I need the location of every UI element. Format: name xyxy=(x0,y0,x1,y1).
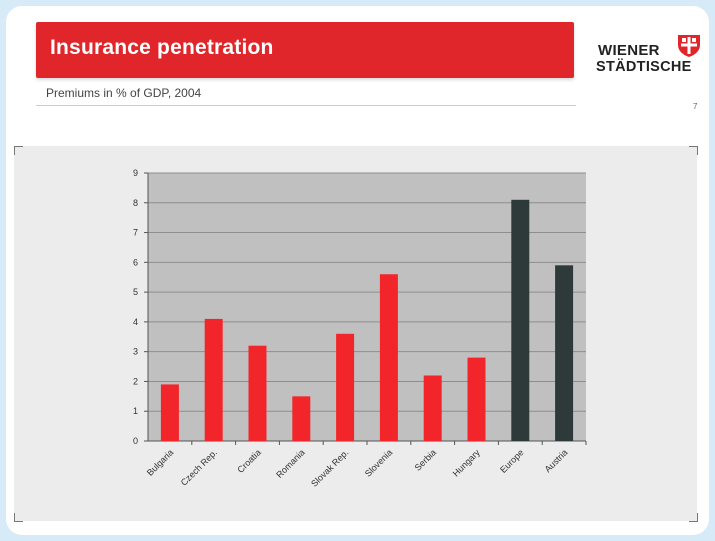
x-tick-label: Austria xyxy=(543,447,570,474)
corner-mark xyxy=(14,513,23,522)
bar xyxy=(160,384,179,441)
x-tick-label: Slovak Rep. xyxy=(309,447,350,488)
bar xyxy=(336,333,355,441)
bar xyxy=(379,274,398,441)
company-logo: WIENER STÄDTISCHE xyxy=(594,20,702,80)
y-tick-label: 6 xyxy=(133,257,138,267)
logo-line1: WIENER xyxy=(598,42,660,59)
bar xyxy=(423,375,442,441)
y-tick-label: 9 xyxy=(133,168,138,178)
subtitle: Premiums in % of GDP, 2004 xyxy=(46,86,202,100)
y-tick-label: 4 xyxy=(133,317,138,327)
y-tick-label: 0 xyxy=(133,436,138,446)
bar xyxy=(292,396,311,441)
x-tick-label: Hungary xyxy=(451,447,482,478)
subtitle-divider xyxy=(36,105,576,106)
bar xyxy=(467,357,486,441)
x-tick-label: Romania xyxy=(274,447,307,480)
bar xyxy=(511,199,530,441)
title-bar: Insurance penetration xyxy=(36,22,574,78)
x-tick-label: Bulgaria xyxy=(145,447,175,477)
corner-mark xyxy=(14,146,23,155)
page-number: 7 xyxy=(693,102,698,111)
bar xyxy=(248,345,267,441)
bar xyxy=(204,318,223,441)
x-tick-label: Czech Rep. xyxy=(179,447,219,487)
page-title: Insurance penetration xyxy=(50,36,274,59)
corner-mark xyxy=(689,146,698,155)
bar xyxy=(555,265,574,441)
y-tick-label: 5 xyxy=(133,287,138,297)
corner-mark xyxy=(689,513,698,522)
shield-icon xyxy=(678,35,700,57)
x-tick-label: Europe xyxy=(498,447,526,475)
y-tick-label: 3 xyxy=(133,347,138,357)
x-tick-label: Slovenia xyxy=(363,447,394,478)
y-tick-label: 2 xyxy=(133,376,138,386)
x-tick-label: Croatia xyxy=(235,447,263,475)
x-tick-label: Serbia xyxy=(413,447,438,472)
y-tick-label: 7 xyxy=(133,228,138,238)
logo-line2: STÄDTISCHE xyxy=(596,59,692,75)
y-tick-label: 1 xyxy=(133,406,138,416)
y-tick-label: 8 xyxy=(133,198,138,208)
